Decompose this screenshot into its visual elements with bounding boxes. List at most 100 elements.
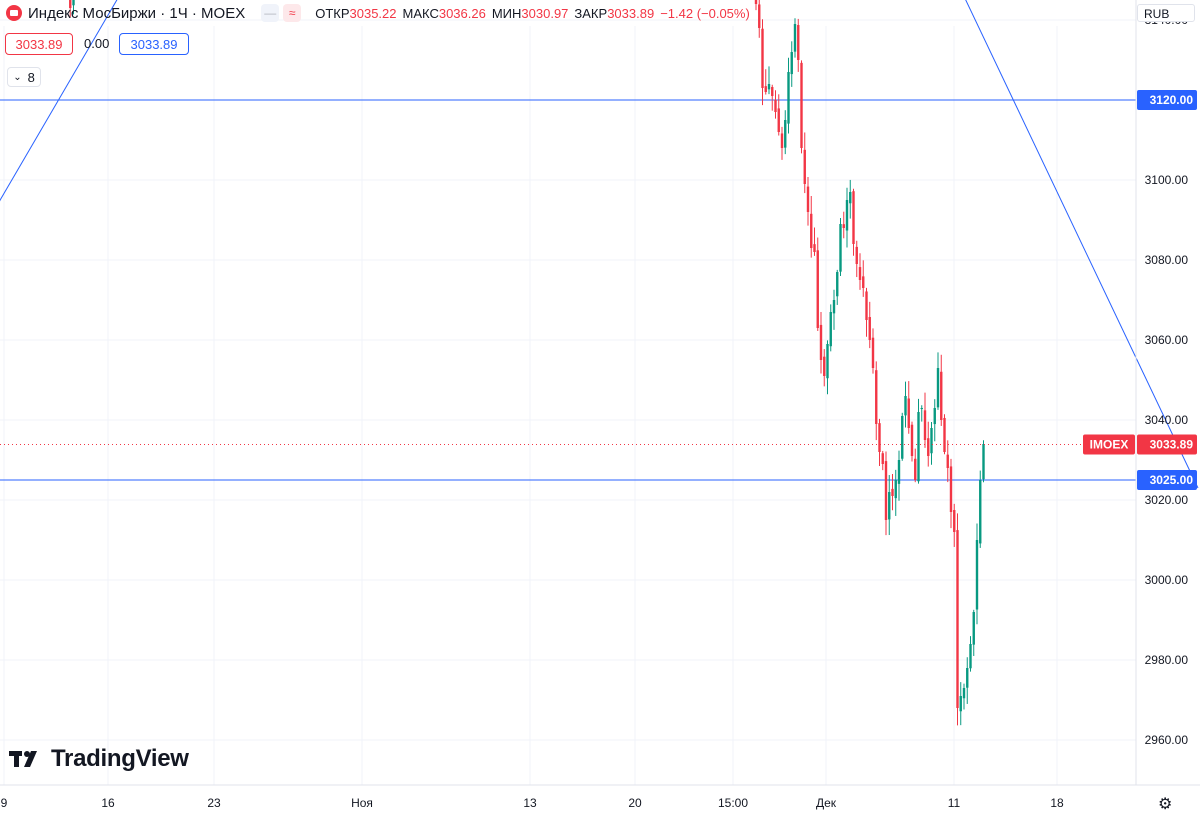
open-label: ОТКР <box>315 5 350 21</box>
candle-body <box>758 4 761 28</box>
price-tick-label: 3080.00 <box>1145 253 1189 267</box>
time-axis[interactable]: 9 16 23 Ноя 13 20 15:00 Дек 11 18 <box>1 796 1064 810</box>
candle-body <box>790 52 793 75</box>
candle-body <box>832 300 836 314</box>
candle-body <box>797 25 800 60</box>
candle-body <box>754 0 758 5</box>
candle-body <box>894 480 897 499</box>
last-price-marker: IMOEX 3033.89 <box>0 434 1197 455</box>
candle-body <box>975 540 979 610</box>
level-label: 3120.00 <box>1150 93 1194 107</box>
candle-body <box>839 224 842 272</box>
candle-body <box>855 246 858 264</box>
hide-icon[interactable]: — <box>261 4 280 22</box>
candle-body <box>956 530 959 708</box>
candle-body <box>982 444 985 480</box>
candle-body <box>953 510 956 532</box>
price-tick-label: 3060.00 <box>1145 333 1189 347</box>
candle-body <box>888 492 891 520</box>
candle-body <box>875 370 878 424</box>
candle-body <box>826 344 829 379</box>
candle-body <box>946 454 949 468</box>
high-label: МАКС <box>402 5 439 21</box>
close-value: 3033.89 <box>607 5 655 21</box>
tradingview-logo: TradingView <box>9 745 189 773</box>
candle-body <box>862 276 865 288</box>
candle-body <box>767 84 771 90</box>
candle-body <box>910 424 914 456</box>
candle-body <box>868 317 871 340</box>
candle-body <box>959 696 962 712</box>
time-tick-label: 16 <box>101 796 115 810</box>
candle-body <box>816 250 819 328</box>
candle-body <box>907 398 910 428</box>
open-value: 3035.22 <box>349 5 397 21</box>
spread-value: 0.00 <box>84 36 110 51</box>
candle-body <box>803 149 806 184</box>
candle-body <box>852 191 855 244</box>
candle-body <box>774 99 777 112</box>
time-tick-label: 23 <box>207 796 221 810</box>
trendline <box>0 0 118 202</box>
settings-gear-icon[interactable]: ⚙ <box>1158 796 1173 813</box>
candle-body <box>927 438 930 456</box>
candle-body <box>771 87 774 96</box>
price-tick-label: 3020.00 <box>1145 493 1189 507</box>
candle-body <box>780 133 784 148</box>
currency-selector[interactable]: RUB <box>1137 4 1195 22</box>
candle-body <box>878 423 881 452</box>
change-value: −1.42 (−0.05%) <box>660 5 750 21</box>
level-label-box <box>1137 470 1197 490</box>
candle-body <box>920 408 923 409</box>
candle-body <box>829 312 832 347</box>
time-tick-label: Ноя <box>351 796 373 810</box>
time-tick-label: 15:00 <box>718 796 748 810</box>
low-value: 3030.97 <box>521 5 569 21</box>
candle-body <box>943 417 946 452</box>
indicators-toggle[interactable]: ⌄ 8 <box>7 67 41 87</box>
last-price-label: 3033.89 <box>1150 437 1194 451</box>
candle-body <box>881 453 884 464</box>
candle-body <box>823 356 826 376</box>
time-tick-label: 18 <box>1050 796 1064 810</box>
price-tick-label: 3000.00 <box>1145 573 1189 587</box>
low-label: МИН <box>491 5 522 21</box>
symbol-title[interactable]: Индекс МосБиржи · 1Ч · MOEX <box>28 4 246 22</box>
candle-body <box>940 371 943 420</box>
candle-body <box>901 416 904 459</box>
candle-body <box>69 0 72 8</box>
chevron-down-icon: ⌄ <box>13 71 22 83</box>
candle-body <box>949 466 953 512</box>
candle-body <box>845 200 849 231</box>
price-axis[interactable]: 3300.003280.003260.003240.003220.003200.… <box>1137 0 1197 812</box>
horizontal-levels <box>0 99 1136 481</box>
candles <box>69 0 985 726</box>
candle-body <box>761 28 764 88</box>
buy-button[interactable]: 3033.89 <box>119 33 189 55</box>
candle-body <box>969 644 972 669</box>
candle-body <box>962 688 966 699</box>
candle-body <box>858 267 862 280</box>
indicator-count: 8 <box>27 69 35 85</box>
candle-body <box>966 668 969 688</box>
high-value: 3036.26 <box>438 5 486 21</box>
last-price-box <box>1137 434 1197 455</box>
candle-body <box>764 86 767 92</box>
candle-body <box>836 272 839 297</box>
time-tick-label: 20 <box>628 796 642 810</box>
sell-button[interactable]: 3033.89 <box>5 33 73 55</box>
candle-body <box>897 460 901 484</box>
time-tick-label: 11 <box>948 796 961 810</box>
candle-body <box>865 291 868 320</box>
level-label: 3025.00 <box>1150 473 1194 487</box>
candle-body <box>806 186 810 212</box>
tradingview-logo-icon <box>9 751 37 767</box>
symbol-label-box <box>1083 434 1135 455</box>
candle-body <box>72 0 75 6</box>
candle-body <box>933 408 936 425</box>
time-tick-label: 13 <box>523 796 537 810</box>
candle-body <box>819 324 823 360</box>
compare-toggle-icon[interactable]: ≈ <box>283 4 302 22</box>
level-label-box <box>1137 90 1197 110</box>
